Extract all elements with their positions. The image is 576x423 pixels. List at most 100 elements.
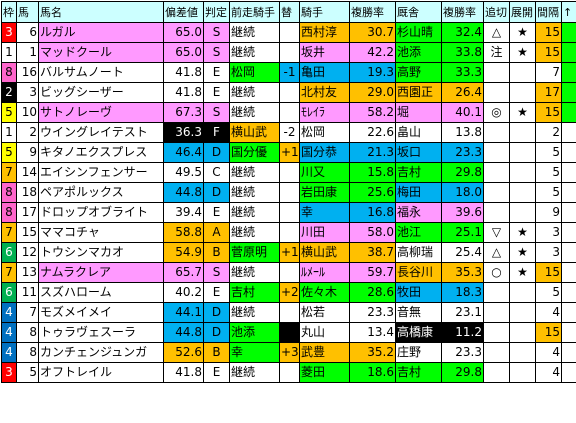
change-cell [280, 223, 300, 243]
deviation-cell: 58.8 [164, 223, 204, 243]
deviation-cell: 36.3 [164, 123, 204, 143]
jockey-rate-cell: 42.2 [350, 43, 396, 63]
header-stable: 厩舎 [396, 2, 442, 23]
grade-cell: D [204, 303, 230, 323]
jockey-rate-cell: 38.7 [350, 243, 396, 263]
jockey-cell: 幸 [300, 203, 350, 223]
interval-cell: 5 [536, 183, 562, 203]
horse-name-cell: トウシンマカオ [39, 243, 164, 263]
workout-cell [484, 303, 510, 323]
jockey-cell: 松岡 [300, 123, 350, 143]
workout-cell [484, 123, 510, 143]
grade-cell: F [204, 123, 230, 143]
deviation-cell: 41.8 [164, 63, 204, 83]
stable-cell: 吉村 [396, 363, 442, 383]
stable-cell: 牧田 [396, 283, 442, 303]
rank-cell: 16 [562, 323, 576, 343]
grade-cell: E [204, 363, 230, 383]
horse-number-cell: 2 [17, 123, 39, 143]
horse-number-cell: 11 [17, 283, 39, 303]
stable-cell: 高橋康 [396, 323, 442, 343]
waku-cell: 4 [2, 303, 17, 323]
jockey-cell: 西村淳 [300, 23, 350, 43]
pace-cell [510, 183, 536, 203]
header-grade: 判定 [204, 2, 230, 23]
waku-cell: 1 [2, 123, 17, 143]
prev-jockey-cell: 池添 [230, 323, 280, 343]
header-stable-rate: 複勝率 [442, 2, 484, 23]
jockey-rate-cell: 30.7 [350, 23, 396, 43]
waku-cell: 2 [2, 83, 17, 103]
stable-cell: 梅田 [396, 183, 442, 203]
workout-cell [484, 283, 510, 303]
jockey-rate-cell: 16.8 [350, 203, 396, 223]
grade-cell: A [204, 223, 230, 243]
prev-jockey-cell: 吉村 [230, 283, 280, 303]
pace-cell [510, 323, 536, 343]
interval-cell: 4 [536, 303, 562, 323]
prev-jockey-cell: 菅原明 [230, 243, 280, 263]
interval-cell: 2 [536, 123, 562, 143]
prev-jockey-cell: 幸 [230, 343, 280, 363]
rank-cell: 11 [562, 223, 576, 243]
deviation-cell: 65.0 [164, 43, 204, 63]
header-waku: 枠 [2, 2, 17, 23]
change-cell: -1 [280, 63, 300, 83]
grade-cell: E [204, 283, 230, 303]
jockey-cell: 川又 [300, 163, 350, 183]
jockey-cell: ﾓﾚｲﾗ [300, 103, 350, 123]
jockey-cell: ﾙﾒｰﾙ [300, 263, 350, 283]
jockey-cell: 国分恭 [300, 143, 350, 163]
horse-number-cell: 7 [17, 303, 39, 323]
horse-name-cell: ペアポルックス [39, 183, 164, 203]
jockey-cell: 佐々木 [300, 283, 350, 303]
deviation-cell: 46.4 [164, 143, 204, 163]
prev-jockey-cell: 継続 [230, 23, 280, 43]
interval-cell: 4 [536, 343, 562, 363]
grade-cell: E [204, 203, 230, 223]
rank-cell: 1 [562, 23, 576, 43]
jockey-rate-cell: 21.3 [350, 143, 396, 163]
stable-cell: 吉村 [396, 163, 442, 183]
stable-cell: 音無 [396, 303, 442, 323]
workout-cell: △ [484, 243, 510, 263]
stable-rate-cell: 29.8 [442, 363, 484, 383]
rank-cell: 7 [562, 143, 576, 163]
pace-cell [510, 343, 536, 363]
deviation-cell: 65.0 [164, 23, 204, 43]
stable-cell: 池添 [396, 43, 442, 63]
waku-cell: 7 [2, 163, 17, 183]
jockey-rate-cell: 35.2 [350, 343, 396, 363]
interval-cell: 5 [536, 143, 562, 163]
jockey-rate-cell: 29.0 [350, 83, 396, 103]
horse-name-cell: ウイングレイテスト [39, 123, 164, 143]
workout-cell [484, 323, 510, 343]
stable-rate-cell: 25.4 [442, 243, 484, 263]
deviation-cell: 52.6 [164, 343, 204, 363]
header-deviation: 偏差値 [164, 2, 204, 23]
horse-number-cell: 1 [17, 43, 39, 63]
interval-cell: 3 [536, 223, 562, 243]
pace-cell: ★ [510, 103, 536, 123]
waku-cell: 6 [2, 243, 17, 263]
rank-cell: 4 [562, 83, 576, 103]
stable-cell: 杉山晴 [396, 23, 442, 43]
waku-cell: 7 [2, 223, 17, 243]
jockey-rate-cell: 28.6 [350, 283, 396, 303]
change-cell [280, 23, 300, 43]
interval-cell: 15 [536, 323, 562, 343]
prev-jockey-cell: 横山武 [230, 123, 280, 143]
workout-cell [484, 343, 510, 363]
workout-cell: 注 [484, 43, 510, 63]
pace-cell [510, 303, 536, 323]
interval-cell: 5 [536, 163, 562, 183]
horse-name-cell: バルサムノート [39, 63, 164, 83]
jockey-cell: 北村友 [300, 83, 350, 103]
grade-cell: B [204, 343, 230, 363]
workout-cell [484, 83, 510, 103]
